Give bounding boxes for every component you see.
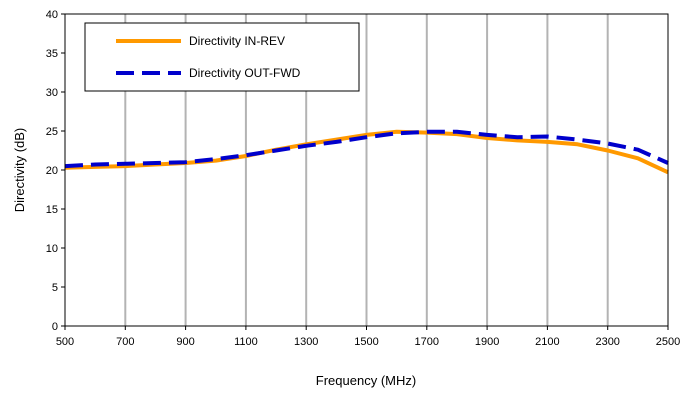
y-tick-label-15: 15 — [46, 204, 58, 216]
y-tick-label-0: 0 — [52, 321, 58, 333]
y-tick-label-30: 30 — [46, 87, 58, 99]
axes: 500 700 900 1100 1300 1500 1700 1900 2100 2300 250… — [46, 9, 680, 348]
x-tick-label-1100: 1100 — [234, 336, 258, 348]
x-tick-label-2500: 2500 — [656, 336, 680, 348]
y-tick-label-35: 35 — [46, 48, 58, 60]
y-tick-label-5: 5 — [52, 282, 58, 294]
y-tick-label-10: 10 — [46, 243, 58, 255]
x-tick-label-1700: 1700 — [415, 336, 439, 348]
legend-label-directivity-in-rev: Directivity IN-REV — [189, 34, 285, 48]
legend-box — [84, 22, 360, 92]
series-layer — [64, 129, 669, 175]
y-tick-label-25: 25 — [46, 126, 58, 138]
x-tick-label-1900: 1900 — [475, 336, 499, 348]
x-tick-label-1300: 1300 — [294, 336, 318, 348]
x-tick-label-1500: 1500 — [354, 336, 378, 348]
legend: Directivity IN-REV Directivity OUT-FWD — [84, 22, 360, 92]
legend-label-directivity-out-fwd: Directivity OUT-FWD — [189, 66, 301, 80]
y-tick-label-40: 40 — [46, 9, 58, 21]
y-tick-label-20: 20 — [46, 165, 58, 177]
x-axis-title: Frequency (MHz) — [316, 373, 416, 388]
x-tick-label-2300: 2300 — [595, 336, 619, 348]
series-line-directivity-out-fwd — [64, 129, 669, 169]
x-tick-label-700: 700 — [116, 336, 134, 348]
x-tick-label-500: 500 — [56, 336, 74, 348]
x-tick-label-900: 900 — [176, 336, 194, 348]
series-line-directivity-in-rev — [64, 129, 669, 175]
y-axis-title: Directivity (dB) — [12, 128, 27, 213]
x-tick-label-2100: 2100 — [535, 336, 559, 348]
